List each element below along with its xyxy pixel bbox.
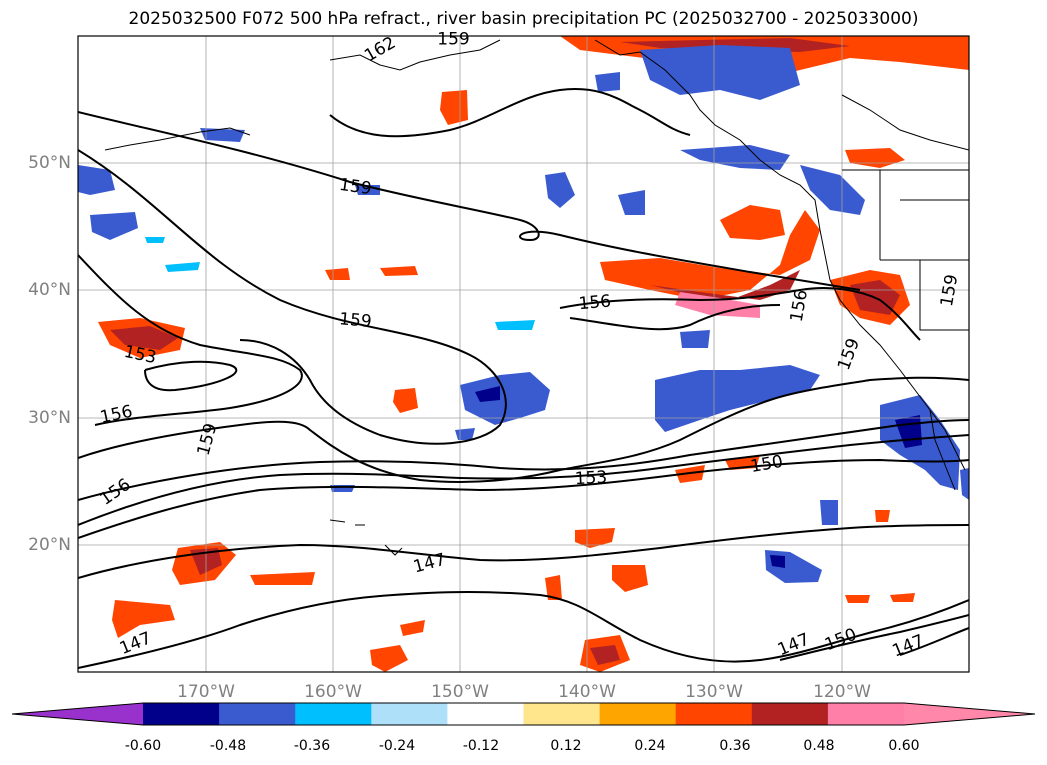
- colorbar-tick: 0.36: [719, 738, 751, 754]
- chart-title: 2025032500 F072 500 hPa refract., river …: [128, 9, 919, 29]
- coastlines: [104, 39, 969, 556]
- colorbar: [11, 702, 1036, 726]
- colorbar-tick: -0.24: [378, 738, 416, 754]
- colorbar-under-extension: [12, 703, 143, 725]
- lat-label-40n: 40°N: [28, 280, 71, 300]
- colorbar-tick: 0.24: [634, 738, 666, 754]
- gridlines: [78, 36, 969, 672]
- colorbar-bins: [143, 703, 905, 725]
- colorbar-bin: [371, 703, 448, 725]
- map-frame: [77, 35, 970, 673]
- colorbar-bin: [295, 703, 372, 725]
- colorbar-bin: [599, 703, 677, 725]
- colorbar-tick: 0.12: [550, 738, 582, 754]
- negative-anomaly-region: [78, 45, 969, 583]
- contour-label: 156: [578, 291, 612, 314]
- contour-label: 159: [338, 309, 372, 332]
- lat-label-30n: 30°N: [28, 408, 71, 428]
- colorbar-tick: -0.36: [293, 738, 331, 754]
- colorbar-bin: [219, 703, 296, 725]
- geopotential-contours: [78, 88, 969, 669]
- lon-label-140w: 140°W: [558, 682, 616, 702]
- lon-label-150w: 150°W: [431, 682, 489, 702]
- colorbar-outline: [11, 702, 1036, 726]
- colorbar-tick: 0.48: [803, 738, 835, 754]
- colorbar-bin: [751, 703, 829, 725]
- colorbar-tick: 0.60: [888, 738, 920, 754]
- lon-label-130w: 130°W: [685, 682, 743, 702]
- colorbar-bin: [523, 703, 601, 725]
- colorbar-bin: [447, 703, 524, 725]
- contour-label: 159: [437, 30, 469, 50]
- colorbar-tick: -0.12: [462, 738, 500, 754]
- lon-label-160w: 160°W: [304, 682, 362, 702]
- lon-label-170w: 170°W: [177, 682, 235, 702]
- colorbar-over-extension: [904, 703, 1035, 725]
- contour-label: 153: [574, 468, 607, 490]
- lon-label-120w: 120°W: [813, 682, 871, 702]
- lat-label-50n: 50°N: [28, 153, 71, 173]
- contour-label: 159: [338, 175, 373, 199]
- colorbar-tick: -0.60: [124, 738, 162, 754]
- colorbar-bin: [143, 703, 220, 725]
- colorbar-bin: [675, 703, 753, 725]
- lat-label-20n: 20°N: [28, 535, 71, 555]
- colorbar-bin: [827, 703, 905, 725]
- colorbar-tick: -0.48: [209, 738, 247, 754]
